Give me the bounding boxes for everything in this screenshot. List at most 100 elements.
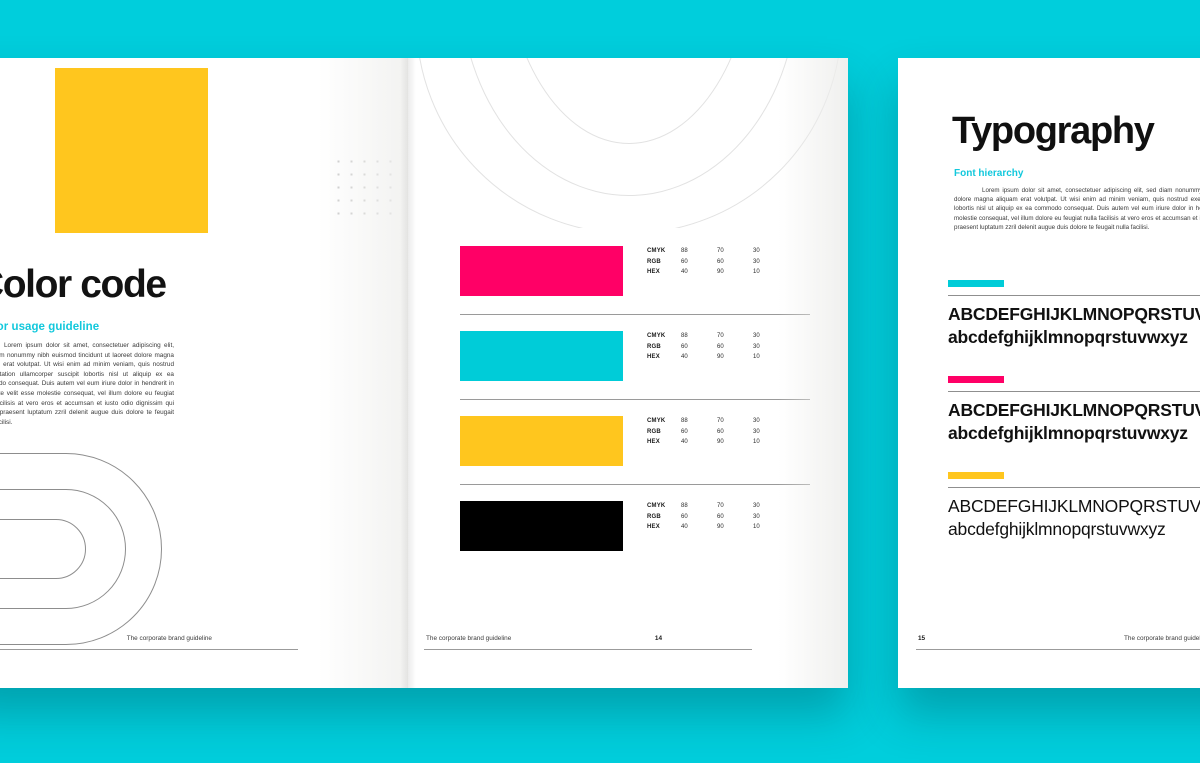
specimen-glyphs: ABCDEFGHIJKLMNOPQRSTUVWXYZ abcdefghijklmn… bbox=[948, 303, 1200, 349]
specimen-uppercase: ABCDEFGHIJKLMNOPQRSTUVWXYZ bbox=[948, 304, 1200, 324]
value-label: RGB bbox=[647, 428, 661, 435]
value-cell: 90 bbox=[717, 524, 724, 531]
specimen-color-bar bbox=[948, 376, 1004, 383]
value-label: HEX bbox=[647, 269, 660, 276]
swatch-values-table: CMYK 88 70 30 RGB 60 60 30 HEX 40 90 10 bbox=[647, 247, 789, 279]
font-specimen: Body text ABCDEFGHIJKLMNOPQRSTUVWXYZ abcde… bbox=[948, 472, 1200, 541]
page-color-code: Color code Color usage guideline Lorem i… bbox=[0, 58, 408, 688]
specimen-rule bbox=[948, 487, 1200, 488]
table-row: HEX 40 90 10 bbox=[647, 523, 789, 534]
swatch-row: CMYK 88 70 30 RGB 60 60 30 HEX 40 90 10 bbox=[460, 230, 810, 314]
value-cell: 10 bbox=[753, 439, 760, 446]
specimen-color-bar bbox=[948, 280, 1004, 287]
page-body-text: Lorem ipsum dolor sit amet, consectetuer… bbox=[0, 342, 174, 426]
specimen-header: The main title bbox=[948, 280, 1200, 294]
value-cell: 40 bbox=[681, 439, 688, 446]
value-cell: 70 bbox=[717, 248, 724, 254]
page-body-text: Lorem ipsum dolor sit amet, consectetuer… bbox=[954, 187, 1200, 231]
value-cell: 30 bbox=[753, 343, 760, 350]
table-row: HEX 40 90 10 bbox=[647, 353, 789, 364]
specimen-rule bbox=[948, 295, 1200, 296]
value-cell: 60 bbox=[717, 428, 724, 435]
ring-inner bbox=[0, 519, 86, 579]
specimen-glyphs: ABCDEFGHIJKLMNOPQRSTUVWXYZ abcdefghijklmn… bbox=[948, 495, 1200, 541]
table-row: RGB 60 60 30 bbox=[647, 428, 789, 439]
specimen-color-bar bbox=[948, 472, 1004, 479]
value-cell: 40 bbox=[681, 269, 688, 276]
footer-text: The corporate brand guideline bbox=[1124, 635, 1200, 642]
table-row: HEX 40 90 10 bbox=[647, 268, 789, 279]
cyan-swatch bbox=[460, 331, 623, 381]
specimen-rule bbox=[948, 391, 1200, 392]
specimen-lowercase: abcdefghijklmnopqrstuvwxyz bbox=[948, 519, 1166, 539]
swatch-list: CMYK 88 70 30 RGB 60 60 30 HEX 40 90 10 CMYK 88 70 30 RG… bbox=[460, 230, 810, 569]
value-cell: 60 bbox=[681, 428, 688, 435]
swatch-values-table: CMYK 88 70 30 RGB 60 60 30 HEX 40 90 10 bbox=[647, 502, 789, 534]
value-cell: 30 bbox=[753, 428, 760, 435]
page-subtitle: Font hierarchy bbox=[954, 168, 1024, 179]
page-number: 15 bbox=[918, 635, 926, 642]
value-cell: 60 bbox=[717, 343, 724, 350]
table-row: RGB 60 60 30 bbox=[647, 258, 789, 269]
value-cell: 60 bbox=[717, 513, 724, 520]
table-row: CMYK 88 70 30 bbox=[647, 417, 789, 428]
value-label: HEX bbox=[647, 439, 660, 446]
page-footer: 15 The corporate brand guideline bbox=[916, 628, 1200, 650]
table-row: RGB 60 60 30 bbox=[647, 343, 789, 354]
table-row: RGB 60 60 30 bbox=[647, 513, 789, 524]
value-label: HEX bbox=[647, 524, 660, 531]
magenta-swatch bbox=[460, 246, 623, 296]
page-subtitle: Color usage guideline bbox=[0, 321, 100, 333]
value-cell: 30 bbox=[753, 333, 760, 339]
yellow-swatch bbox=[460, 416, 623, 466]
value-label: RGB bbox=[647, 513, 661, 520]
concentric-rings-decoration bbox=[0, 453, 170, 653]
swatch-row: CMYK 88 70 30 RGB 60 60 30 HEX 40 90 10 bbox=[460, 314, 810, 399]
specimen-glyphs: ABCDEFGHIJKLMNOPQRSTUVWXYZ abcdefghijklmn… bbox=[948, 399, 1200, 445]
swatch-row: CMYK 88 70 30 RGB 60 60 30 HEX 40 90 10 bbox=[460, 399, 810, 484]
value-cell: 60 bbox=[717, 258, 724, 265]
table-row: HEX 40 90 10 bbox=[647, 438, 789, 449]
swatch-row: CMYK 88 70 30 RGB 60 60 30 HEX 40 90 10 bbox=[460, 484, 810, 569]
value-cell: 70 bbox=[717, 333, 724, 339]
specimen-uppercase: ABCDEFGHIJKLMNOPQRSTUVWXYZ bbox=[948, 496, 1200, 516]
value-cell: 88 bbox=[681, 503, 688, 509]
value-cell: 10 bbox=[753, 524, 760, 531]
value-cell: 40 bbox=[681, 524, 688, 531]
value-cell: 40 bbox=[681, 354, 688, 361]
page-footer: The corporate brand guideline 14 bbox=[424, 628, 752, 650]
value-cell: 30 bbox=[753, 248, 760, 254]
black-swatch bbox=[460, 501, 623, 551]
footer-rule bbox=[424, 649, 752, 650]
value-cell: 60 bbox=[681, 513, 688, 520]
value-cell: 30 bbox=[753, 258, 760, 265]
value-cell: 30 bbox=[753, 503, 760, 509]
font-specimen: The sub title ABCDEFGHIJKLMNOPQRSTUVWXYZ a… bbox=[948, 376, 1200, 445]
value-cell: 30 bbox=[753, 418, 760, 424]
page-footer: 13 The corporate brand guideline bbox=[0, 628, 298, 650]
specimen-uppercase: ABCDEFGHIJKLMNOPQRSTUVWXYZ bbox=[948, 400, 1200, 420]
dot-grid-decoration bbox=[330, 153, 392, 215]
font-specimen: The main title ABCDEFGHIJKLMNOPQRSTUVWXYZ… bbox=[948, 280, 1200, 349]
value-cell: 90 bbox=[717, 269, 724, 276]
footer-rule bbox=[916, 649, 1200, 650]
swatch-values-table: CMYK 88 70 30 RGB 60 60 30 HEX 40 90 10 bbox=[647, 417, 789, 449]
value-label: HEX bbox=[647, 354, 660, 361]
page-color-swatches: CMYK 88 70 30 RGB 60 60 30 HEX 40 90 10 CMYK 88 70 30 RG… bbox=[408, 58, 848, 688]
value-cell: 70 bbox=[717, 503, 724, 509]
table-row: CMYK 88 70 30 bbox=[647, 502, 789, 513]
value-label: CMYK bbox=[647, 333, 666, 339]
table-row: CMYK 88 70 30 bbox=[647, 332, 789, 343]
specimen-header: The sub title bbox=[948, 376, 1200, 390]
footer-text: The corporate brand guideline bbox=[126, 635, 212, 642]
value-label: RGB bbox=[647, 258, 661, 265]
page-title: Color code bbox=[0, 263, 167, 306]
value-cell: 88 bbox=[681, 248, 688, 254]
value-cell: 30 bbox=[753, 513, 760, 520]
value-cell: 10 bbox=[753, 354, 760, 361]
value-label: CMYK bbox=[647, 248, 666, 254]
footer-rule bbox=[0, 649, 298, 650]
specimen-header: Body text bbox=[948, 472, 1200, 486]
value-cell: 88 bbox=[681, 418, 688, 424]
specimen-lowercase: abcdefghijklmnopqrstuvwxyz bbox=[948, 327, 1188, 347]
